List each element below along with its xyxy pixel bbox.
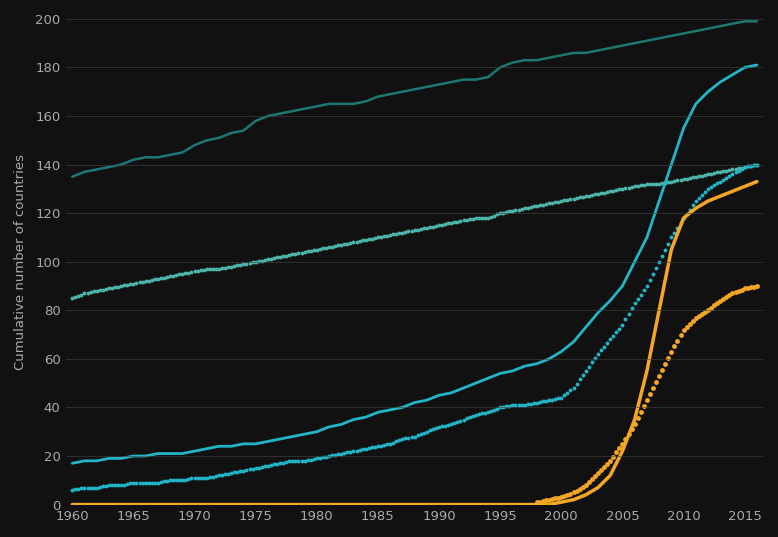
- Y-axis label: Cumulative number of countries: Cumulative number of countries: [14, 154, 27, 369]
